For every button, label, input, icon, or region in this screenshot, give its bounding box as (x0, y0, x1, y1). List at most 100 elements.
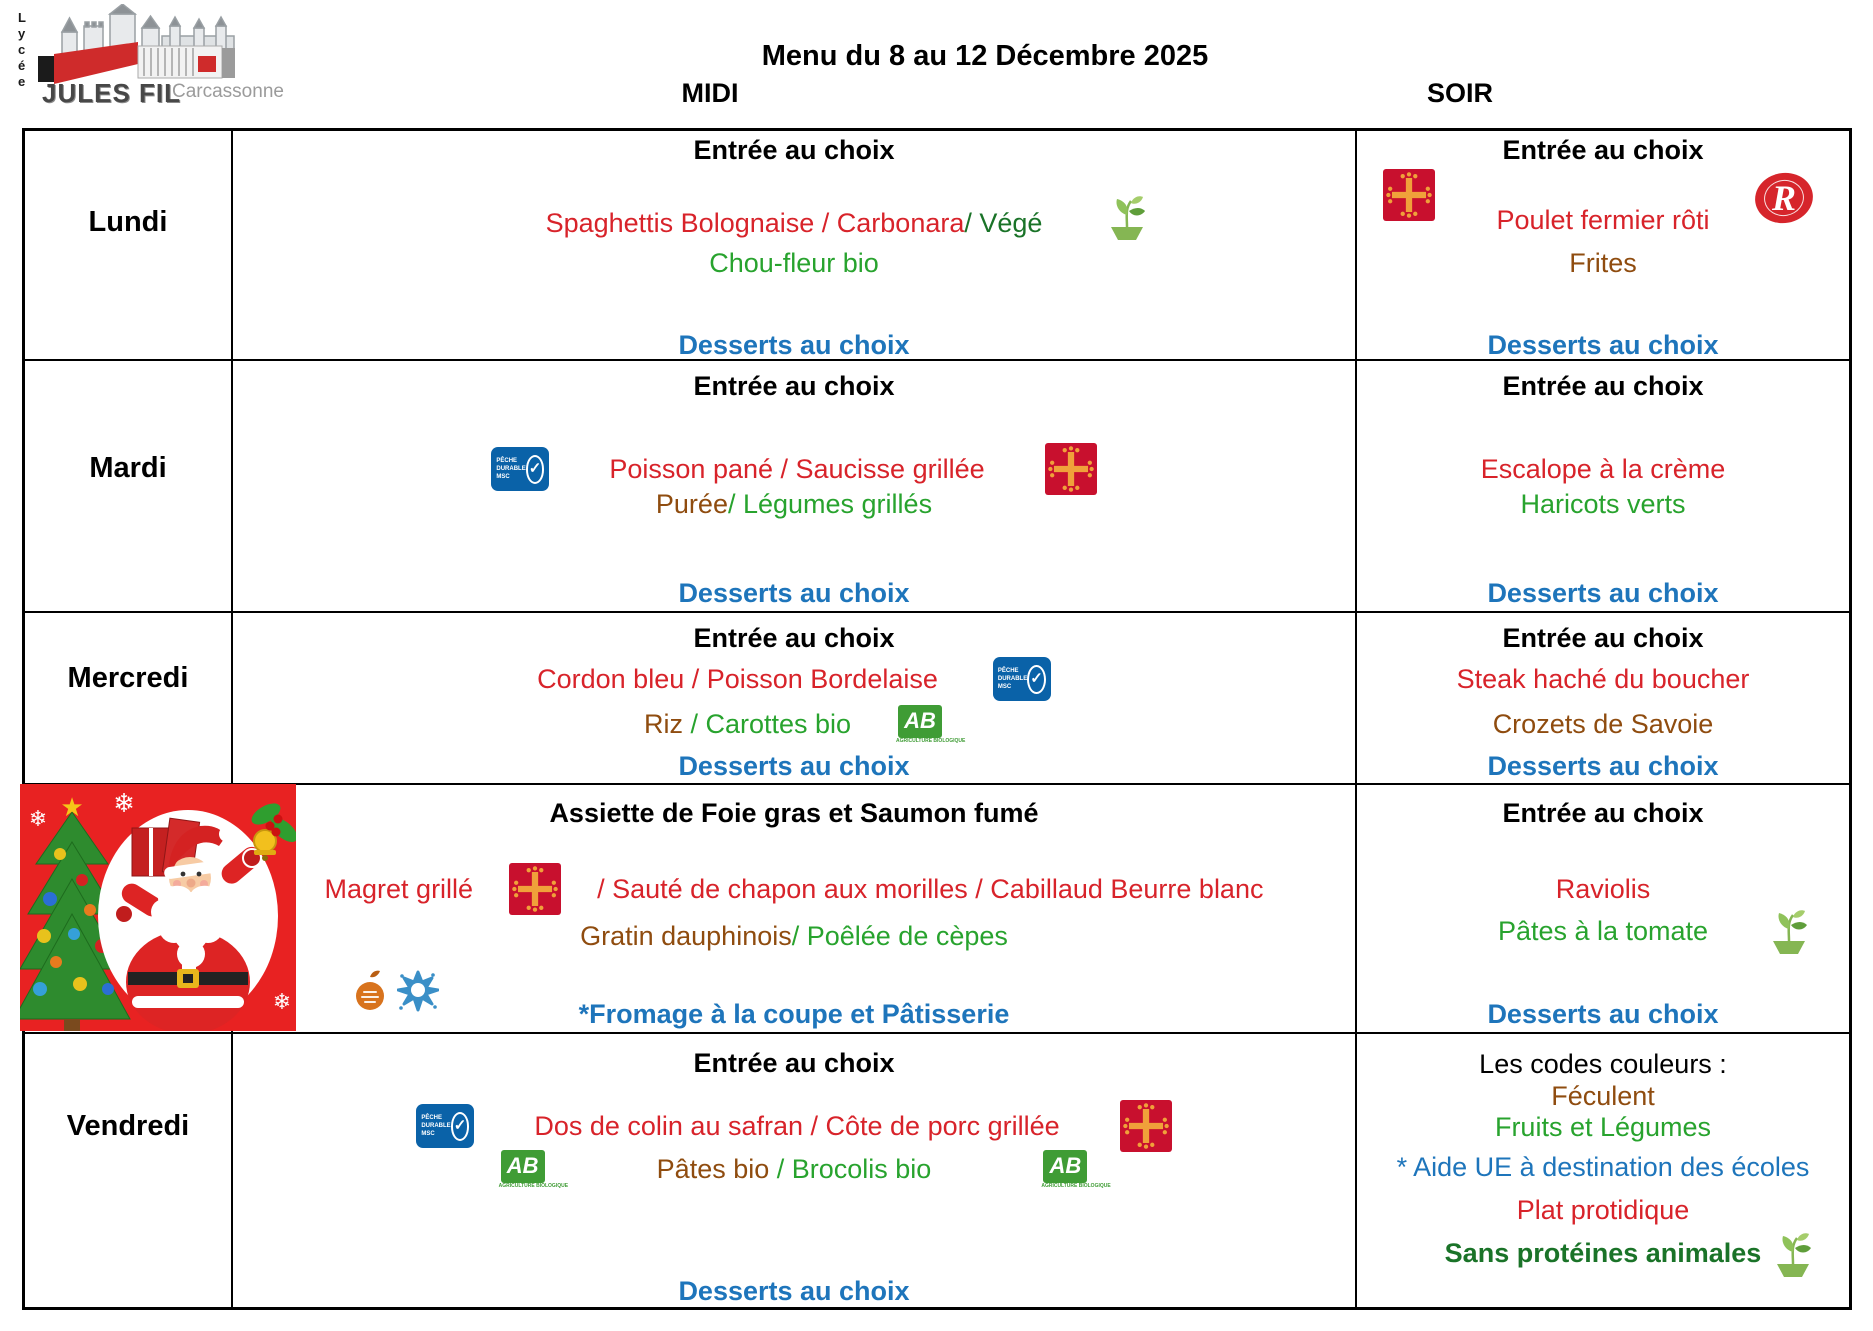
side-dish-line: AB AGRICULTURE BIOLOGIQUE Pâtes bio / Br… (233, 1145, 1355, 1193)
msc-fish-icon: PÊCHE DURABLE MSC ✓ (416, 1104, 475, 1148)
side-dish-line: Purée / Légumes grillés (233, 487, 1355, 521)
school-name: JULES FIL (42, 78, 182, 108)
occitanie-cross-icon (1119, 1100, 1172, 1152)
main-dish-line: PÊCHE DURABLE MSC ✓ Dos de colin au safran… (233, 1098, 1355, 1154)
school-city: Carcassonne (172, 81, 284, 102)
column-header-midi: MIDI (681, 78, 739, 108)
menu-row-jeudi: ★ ❄ ❄ ❄ ❄ (20, 784, 1849, 1034)
ab-bio-icon: AB AGRICULTURE BIOLOGIQUE (1041, 1149, 1111, 1189)
side-dish-line: Riz / Carottes bio AB AGRICULTURE BIOLOG… (233, 700, 1355, 748)
side-veg: / Légumes grillés (727, 489, 933, 519)
legend-title: Les codes couleurs : (1479, 1049, 1727, 1079)
main-dish-line: Cordon bleu / Poisson Bordelaise PÊCHE DU… (233, 651, 1355, 707)
fruit-program-icons (351, 969, 439, 1015)
midi-cell-mercredi: Entrée au choix Cordon bleu / Poisson Bo… (233, 613, 1357, 783)
side-dish-line: Pâtes à la tomate (1497, 916, 1709, 946)
cheese-dessert-line: *Fromage à la coupe et Pâtisserie (578, 999, 1010, 1029)
main-dish-line: Magret grillé / Sauté de chap (233, 861, 1355, 917)
entree-line: Entrée au choix (693, 1048, 895, 1078)
day-label: Lundi (88, 206, 168, 238)
desserts-line: Desserts au choix (1487, 999, 1719, 1029)
legend-plat-protidique: Plat protidique (1516, 1195, 1690, 1225)
special-entree-line: Assiette de Foie gras et Saumon fumé (549, 798, 1039, 828)
lycee-letter: L (18, 10, 26, 25)
vegetarian-plant-icon (1777, 1233, 1811, 1277)
dish-text: Dos de colin au safran / Côte de porc gr… (534, 1111, 1060, 1141)
side-dish-line: Gratin dauphinois / Poêlée de cèpes (233, 919, 1355, 953)
entree-line: Entrée au choix (1502, 135, 1704, 165)
ab-bio-icon: AB AGRICULTURE BIOLOGIQUE (499, 1149, 568, 1189)
legend-feculent: Féculent (1551, 1081, 1655, 1111)
menu-row-vendredi: Vendredi Entrée au choix PÊCHE DURABLE MSC… (25, 1034, 1849, 1307)
school-logo: L y c é e (12, 4, 284, 108)
main-dish-line: PÊCHE DURABLE MSC ✓ Poisson pané / Sauciss… (233, 441, 1355, 497)
side-text: Riz / Carottes bio (643, 709, 852, 739)
vegetarian-plant-icon (1773, 910, 1807, 954)
occitanie-cross-icon (1383, 169, 1435, 221)
side-starch: Gratin dauphinois (580, 921, 792, 951)
lycee-letter: c (18, 42, 26, 57)
day-cell-jeudi: ★ ❄ ❄ ❄ ❄ (20, 784, 296, 1032)
vegetarian-plant-icon (1111, 196, 1145, 240)
midi-cell-lundi: Entrée au choix Spaghettis Bolognaise / … (233, 131, 1357, 360)
occitanie-cross-icon (1044, 443, 1097, 495)
svg-text:❄: ❄ (113, 788, 135, 818)
side-dish-line: Crozets de Savoie (1492, 709, 1714, 739)
menu-row-lundi: Lundi Entrée au choix Spaghettis Bologna… (25, 131, 1849, 361)
dish-text: Poisson pané / Saucisse grillée (609, 454, 985, 484)
msc-fish-icon: PÊCHE DURABLE MSC ✓ (992, 657, 1051, 701)
soir-cell-jeudi: Entrée au choix Raviolis Pâtes à la toma… (1357, 785, 1849, 1032)
legend-sans-proteines: Sans protéines animales (1444, 1238, 1762, 1268)
main-dish-line: Raviolis (1555, 874, 1651, 904)
desserts-line: Desserts au choix (1487, 578, 1719, 608)
main-dish-line: Escalope à la crème (1480, 454, 1726, 484)
day-label: Mercredi (67, 662, 189, 694)
lycee-letter: e (18, 74, 26, 89)
dish-text: Magret grillé (324, 874, 474, 904)
desserts-line: Desserts au choix (678, 578, 910, 608)
msc-fish-icon: PÊCHE DURABLE MSC ✓ (491, 447, 550, 491)
dish-text: / Sauté de chapon aux morilles / Cabilla… (597, 874, 1264, 904)
soir-cell-mardi: Entrée au choix Escalope à la crème Hari… (1357, 361, 1849, 611)
side-starch: Purée (655, 489, 728, 519)
svg-text:❄: ❄ (29, 806, 47, 831)
entree-line: Entrée au choix (1502, 371, 1704, 401)
entree-line: Entrée au choix (1502, 623, 1704, 653)
occitanie-cross-icon (509, 863, 562, 915)
column-header-soir: SOIR (1426, 78, 1494, 108)
day-cell-mercredi: Mercredi (25, 613, 233, 783)
menu-row-mercredi: Mercredi Entrée au choix Cordon bleu / P… (25, 613, 1849, 785)
svg-text:★: ★ (60, 792, 83, 822)
label-rouge-icon: R (1753, 171, 1815, 225)
desserts-line: Desserts au choix (678, 751, 910, 781)
midi-cell-mardi: Entrée au choix PÊCHE DURABLE MSC ✓ Poisso… (233, 361, 1357, 611)
entree-line: Entrée au choix (1502, 798, 1704, 828)
side-dish-line: Frites (1569, 248, 1637, 278)
entree-line: Entrée au choix (693, 623, 895, 653)
desserts-line: Desserts au choix (678, 330, 910, 360)
side-text: Pâtes bio / Brocolis bio (656, 1154, 932, 1184)
main-dish-line: Spaghettis Bolognaise / Carbonara / Végé (233, 206, 1355, 240)
lycee-letter: y (18, 26, 26, 41)
main-dish-line: Steak haché du boucher (1456, 664, 1750, 694)
menu-row-mardi: Mardi Entrée au choix PÊCHE DURABLE MSC ✓ … (25, 361, 1849, 613)
page-title: Menu du 8 au 12 Décembre 2025 (761, 40, 1209, 72)
dish-text: Spaghettis Bolognaise / Carbonara (545, 208, 965, 238)
lycee-vertical-text: L y c é e (18, 10, 26, 90)
desserts-line: Desserts au choix (1487, 751, 1719, 781)
main-dish-line: Poulet fermier rôti (1496, 205, 1710, 235)
day-cell-mardi: Mardi (25, 361, 233, 611)
legend-aide-ue: * Aide UE à destination des écoles (1396, 1152, 1810, 1182)
entree-line: Entrée au choix (693, 371, 895, 401)
menu-table: Lundi Entrée au choix Spaghettis Bologna… (20, 128, 1852, 1310)
svg-text:❄: ❄ (273, 989, 291, 1014)
soir-cell-lundi: Entrée au choix Poulet fermier rôti (1357, 131, 1849, 360)
day-label: Mardi (89, 452, 167, 484)
christmas-santa-image: ★ ❄ ❄ ❄ ❄ (20, 784, 296, 1031)
side-dish-line: Chou-fleur bio (709, 248, 879, 278)
day-label: Vendredi (66, 1110, 190, 1142)
legend-fruits-legumes: Fruits et Légumes (1494, 1112, 1712, 1142)
midi-cell-jeudi: Assiette de Foie gras et Saumon fumé Mag… (233, 785, 1357, 1032)
school-building-icon (38, 42, 235, 84)
desserts-line: Desserts au choix (678, 1276, 910, 1306)
